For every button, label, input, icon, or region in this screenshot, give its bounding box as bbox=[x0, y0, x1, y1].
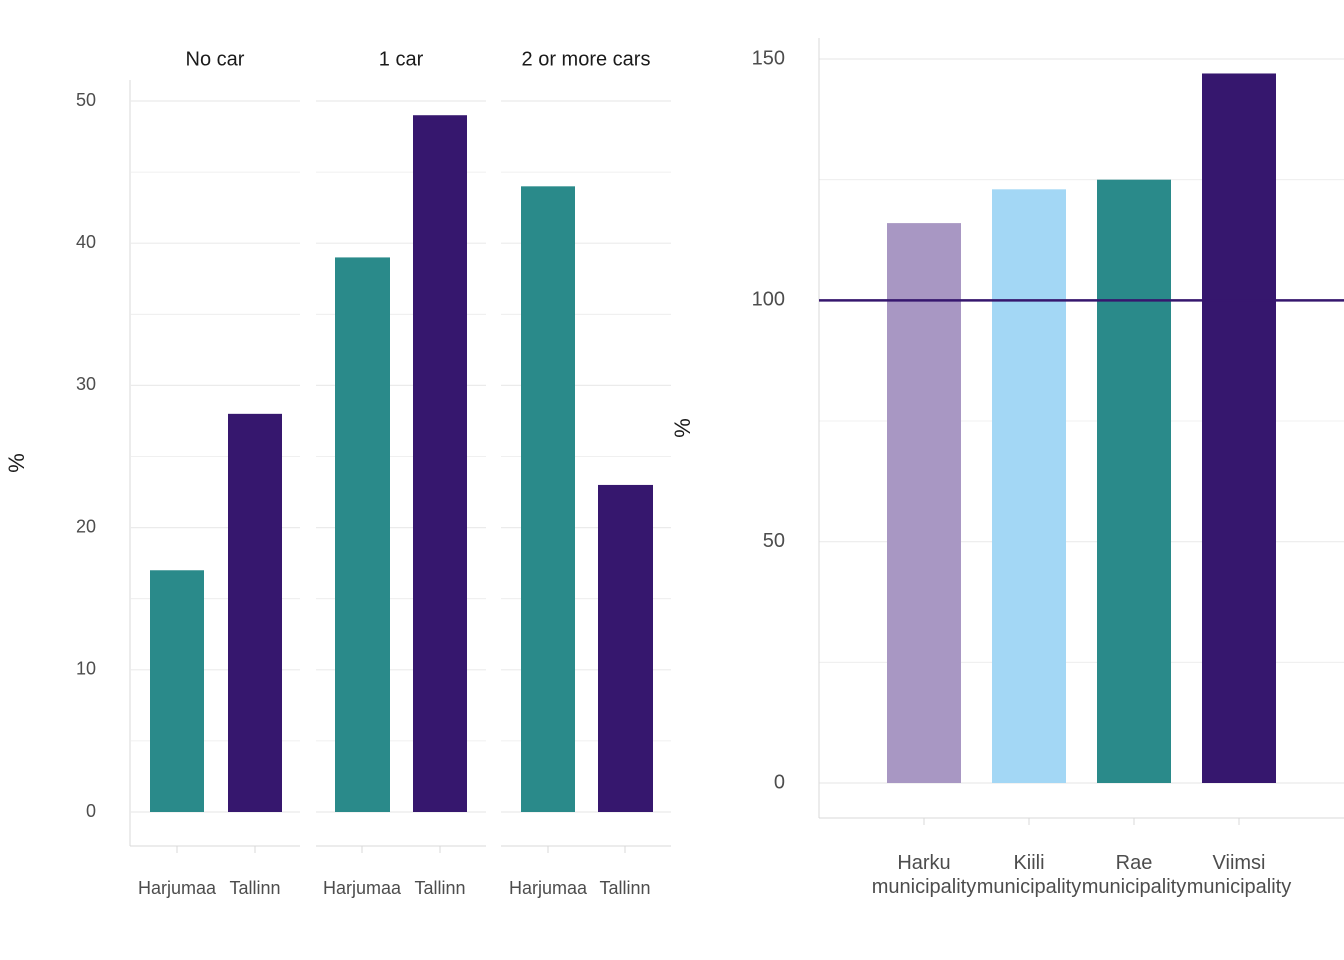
left-x-tick-label: Harjumaa bbox=[509, 878, 588, 898]
left-faceted-bar-chart: % 0 10 20 30 40 50 No car Harjumaa Tallinn 1 car Ha… bbox=[4, 48, 671, 898]
left-x-tick-label: Tallinn bbox=[229, 878, 280, 898]
left-y-axis-label: % bbox=[4, 453, 29, 473]
left-y-tick-label: 0 bbox=[86, 801, 96, 821]
right-y-tick-label: 50 bbox=[763, 530, 785, 552]
bar-tallinn bbox=[413, 115, 467, 813]
right-y-axis-label: % bbox=[670, 418, 695, 438]
left-x-tick-label: Harjumaa bbox=[323, 878, 402, 898]
facet-strip-label: No car bbox=[186, 48, 245, 70]
right-x-tick-label-line: municipality bbox=[1082, 876, 1186, 898]
right-x-tick-label-line: Rae bbox=[1116, 852, 1153, 874]
left-x-tick-label: Tallinn bbox=[414, 878, 465, 898]
right-x-tick-label-line: Kiili bbox=[1013, 852, 1044, 874]
right-x-tick-label: Kiili municipality bbox=[977, 852, 1081, 898]
right-x-tick-label: Rae municipality bbox=[1082, 852, 1186, 898]
bar-harjumaa bbox=[335, 257, 390, 812]
bar-harku bbox=[887, 223, 961, 783]
bar-tallinn bbox=[228, 413, 282, 812]
right-x-tick-label: Viimsi municipality bbox=[1187, 852, 1291, 898]
left-y-tick-label: 50 bbox=[76, 90, 96, 110]
bar-harjumaa bbox=[521, 186, 575, 812]
left-y-tick-label: 10 bbox=[76, 659, 96, 679]
right-x-tick-label-line: municipality bbox=[1187, 876, 1291, 898]
bar-harjumaa bbox=[150, 570, 204, 812]
right-x-tick-label-line: Viimsi bbox=[1213, 852, 1266, 874]
left-x-tick-label: Tallinn bbox=[599, 878, 650, 898]
right-y-tick-label: 0 bbox=[774, 771, 785, 793]
bar-tallinn bbox=[598, 484, 653, 812]
right-x-tick-label: Harku municipality bbox=[872, 852, 976, 898]
bar-viimsi bbox=[1202, 73, 1276, 784]
right-y-tick-label: 100 bbox=[752, 289, 785, 311]
bar-kiili bbox=[992, 189, 1066, 783]
left-x-tick-label: Harjumaa bbox=[138, 878, 217, 898]
facet-strip-label: 2 or more cars bbox=[522, 48, 651, 70]
left-y-tick-label: 30 bbox=[76, 374, 96, 394]
right-x-tick-label-line: municipality bbox=[977, 876, 1081, 898]
facet-strip-label: 1 car bbox=[379, 48, 424, 70]
bar-rae bbox=[1097, 179, 1171, 783]
right-x-tick-label-line: Harku bbox=[897, 852, 950, 874]
right-x-tick-label-line: municipality bbox=[872, 876, 976, 898]
right-y-tick-label: 150 bbox=[752, 47, 785, 69]
left-y-tick-label: 20 bbox=[76, 516, 96, 536]
left-y-tick-label: 40 bbox=[76, 232, 96, 252]
